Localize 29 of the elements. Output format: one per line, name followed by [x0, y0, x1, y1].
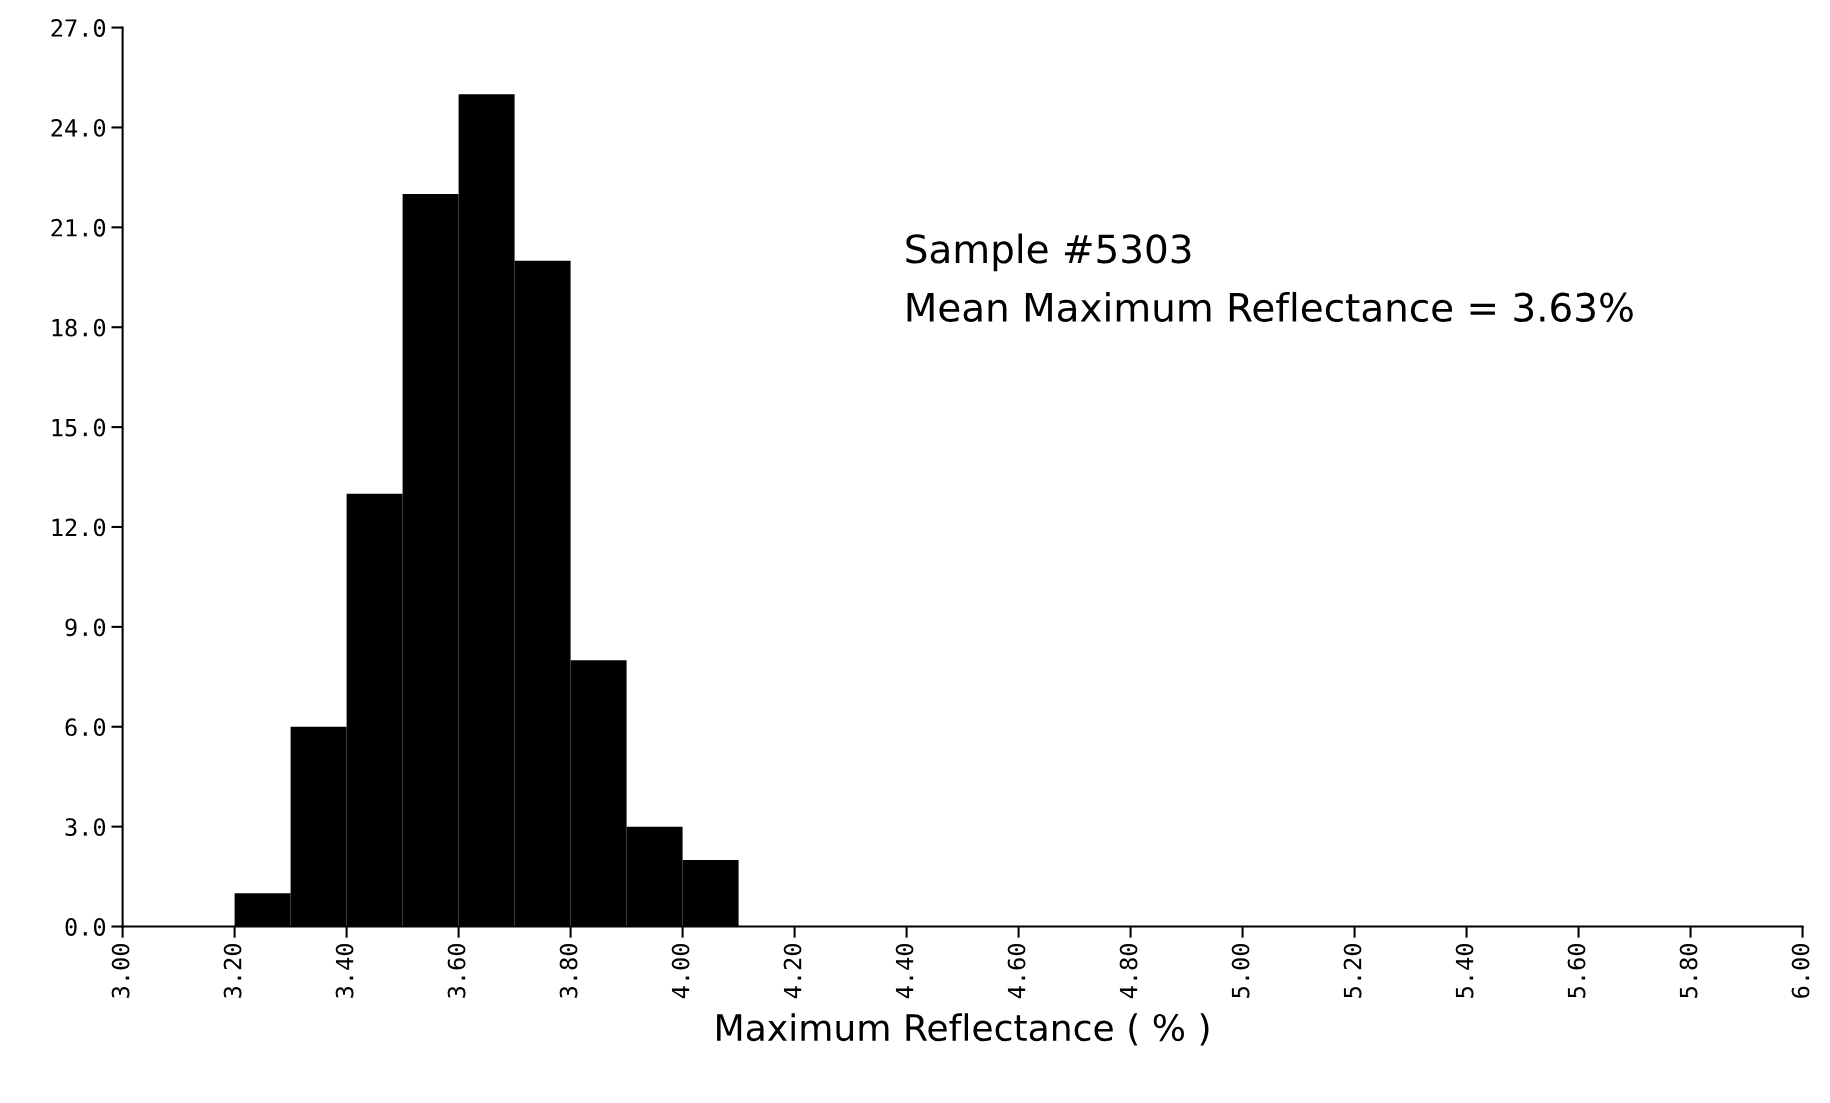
x-tick-label: 6.00 — [1791, 944, 1810, 998]
y-tick-label: 9.0 — [65, 618, 106, 637]
annotation: Sample #5303 — [906, 233, 1191, 272]
y-tick-label: 27.0 — [51, 19, 106, 37]
y-tick-label: 3.0 — [65, 818, 106, 837]
x-tick-label: 3.20 — [223, 944, 242, 998]
x-tick-label: 3.60 — [447, 944, 466, 998]
y-tick-label: 0.0 — [65, 918, 106, 936]
y-tick-label: 12.0 — [52, 518, 106, 537]
x-tick-label: 4.40 — [895, 944, 914, 999]
y-tick-label: 6.0 — [65, 718, 106, 737]
annotation: Mean Maximum Reflectance = 3.63% — [907, 291, 1633, 323]
y-tick-label: 21.0 — [51, 218, 106, 237]
x-tick-label: 4.20 — [783, 944, 802, 999]
x-tick-label: 5.20 — [1343, 944, 1362, 998]
x-tick-label: 4.80 — [1119, 944, 1138, 999]
x-tick-label: 5.80 — [1679, 944, 1698, 998]
y-tick-label: 15.0 — [52, 418, 106, 437]
x-tick-label: 5.60 — [1567, 944, 1586, 998]
y-tick-label: 18.0 — [52, 318, 106, 337]
x-tick-label: 3.80 — [559, 944, 578, 998]
x-tick-label: 4.60 — [1007, 944, 1026, 999]
x-tick-label: 3.40 — [335, 944, 354, 998]
x-tick-label: 3.00 — [111, 944, 130, 998]
x-tick-label: 5.00 — [1231, 944, 1250, 998]
x-tick-label: 5.40 — [1455, 944, 1474, 998]
x-axis-title: Maximum Reflectance ( % ) — [717, 1013, 1209, 1046]
x-tick-label: 4.00 — [671, 944, 690, 999]
y-tick-label: 24.0 — [51, 118, 106, 137]
